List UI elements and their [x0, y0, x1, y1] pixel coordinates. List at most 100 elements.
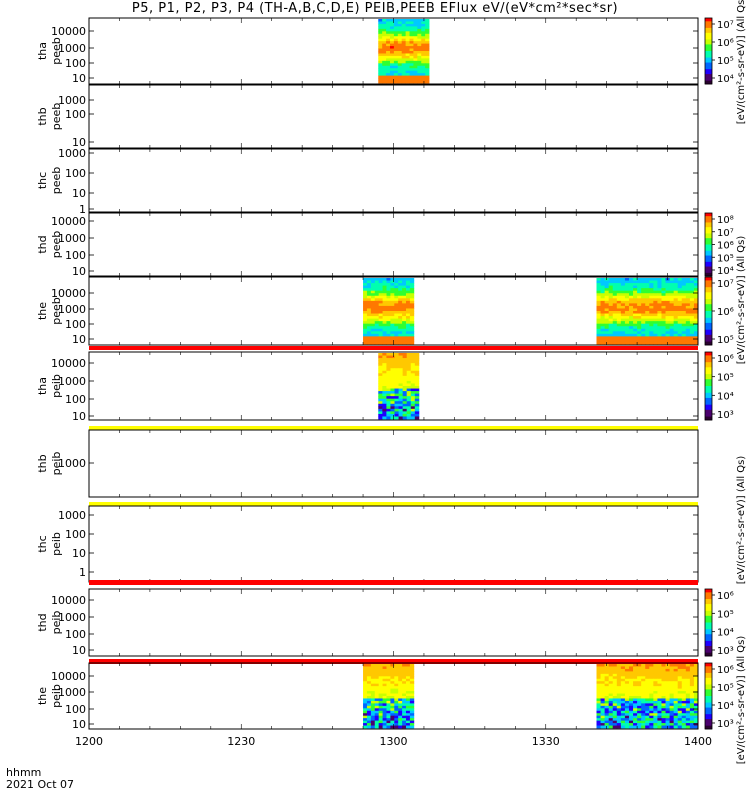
colorbar-frame: [704, 351, 713, 421]
colorbar-unit-label: [eV/(cm²-s-sr-eV)] (All Qs): [736, 0, 747, 124]
y-tick-label: 10: [72, 718, 86, 731]
panel-thc-peib: 1 10 100 1000 thc peib: [36, 502, 699, 583]
colorbar-tick-label: 10⁵: [717, 56, 734, 67]
y-tick-label: 1000: [58, 232, 86, 245]
quality-flag-bar: [89, 580, 698, 585]
panel-frame: [88, 505, 699, 583]
colorbar-tick-label: 10³: [717, 410, 734, 421]
y-tick-label: 10: [72, 547, 86, 560]
y-tick-label: 10000: [51, 215, 86, 228]
spectrogram-block: [378, 19, 430, 84]
y-tick-label: 1000: [58, 303, 86, 316]
panel-thb-peib: 1000 thb peib: [36, 426, 699, 498]
spectrogram-block: [363, 664, 415, 729]
colorbar-tick-label: 10⁸: [717, 215, 734, 226]
y-tick-label: 100: [65, 108, 86, 121]
panel-label-probe: thb: [36, 454, 49, 472]
y-tick-label: 100: [65, 703, 86, 716]
colorbar-unit-label: [eV/(cm²-s-sr-eV)] (All Qs): [736, 456, 747, 585]
quality-flag-bar: [89, 346, 698, 350]
colorbar-tick-label: 10⁶: [717, 241, 734, 252]
y-tick-label: 1: [79, 566, 86, 579]
colorbar-frame: [704, 588, 713, 657]
panel-label-probe: the: [36, 302, 49, 320]
colorbar-tick-label: 10⁵: [717, 335, 734, 346]
y-tick-label: 10: [72, 410, 86, 423]
y-tick-label: 10: [72, 187, 86, 200]
panel-label-probe: thc: [36, 535, 49, 552]
colorbar-tick-label: 10⁵: [717, 373, 734, 384]
panel-thc-peeb: 1 10 100 1000 thc peeb: [36, 147, 699, 216]
colorbar-tick-label: 10⁵: [717, 253, 734, 264]
colorbar-frame: [704, 17, 713, 85]
x-tick-label: 1230: [227, 735, 255, 748]
x-axis-date-label: 2021 Oct 07: [6, 778, 75, 791]
panel-frame: [88, 148, 699, 213]
colorbar-tick-label: 10⁷: [717, 20, 734, 31]
y-tick-label: 1000: [58, 147, 86, 160]
y-tick-label: 1000: [58, 457, 86, 470]
panel-label-probe: thc: [36, 172, 49, 189]
x-tick-label: 1200: [75, 735, 103, 748]
panel-label-instrument: peib: [50, 452, 63, 476]
panel-frame: [88, 429, 699, 498]
panel-label-probe: thd: [36, 235, 49, 253]
spectrogram-block: [378, 353, 420, 420]
y-tick-label: 10: [72, 72, 86, 85]
panel-label-probe: the: [36, 687, 49, 705]
spectrogram-block: [596, 278, 699, 345]
colorbar-unit-label: [eV/(cm²-s-sr-eV)] (All Qs): [736, 236, 747, 365]
panel-label-instrument: peib: [50, 611, 63, 635]
spectrogram-block: [596, 664, 699, 729]
colorbar-tick-label: 10⁴: [717, 74, 734, 85]
x-tick-label: 1330: [532, 735, 560, 748]
panel-frame: [88, 212, 699, 277]
y-tick-label: 10000: [51, 25, 86, 38]
colorbar-tick-label: 10⁴: [717, 628, 734, 639]
y-tick-label: 10: [72, 644, 86, 657]
y-tick-label: 1000: [58, 42, 86, 55]
x-tick-label: 1400: [684, 735, 712, 748]
colorbar-tick-label: 10⁶: [717, 354, 734, 365]
colorbar-tick-label: 10³: [717, 719, 734, 730]
colorbar-tick-label: 10⁴: [717, 266, 734, 277]
panel-label-probe: tha: [36, 42, 49, 60]
panel-frame: [88, 588, 699, 657]
colorbar-tick-label: 10⁶: [717, 38, 734, 49]
y-tick-label: 10000: [51, 670, 86, 683]
x-axis-unit-label: hhmm: [6, 766, 42, 779]
y-tick-label: 100: [65, 167, 86, 180]
y-tick-label: 10: [72, 136, 86, 149]
colorbar-tick-label: 10⁴: [717, 701, 734, 712]
y-tick-label: 10000: [51, 357, 86, 370]
colorbar-frame: [704, 662, 713, 730]
page-title: P5, P1, P2, P3, P4 (TH-A,B,C,D,E) PEIB,P…: [131, 1, 619, 16]
spectrogram-block: [363, 278, 415, 345]
colorbar-tick-label: 10⁶: [717, 591, 734, 602]
y-tick-label: 1000: [58, 686, 86, 699]
colorbar-tick-label: 10⁶: [717, 307, 734, 318]
y-tick-label: 100: [65, 249, 86, 262]
y-tick-label: 1: [79, 203, 86, 216]
colorbar-tick-label: 10⁴: [717, 391, 734, 402]
panel-label-instrument: peib: [50, 374, 63, 398]
y-tick-label: 100: [65, 318, 86, 331]
panel-label-instrument: peib: [50, 532, 63, 556]
y-tick-label: 1000: [58, 94, 86, 107]
y-tick-label: 10000: [51, 594, 86, 607]
panel-label-instrument: peeb: [50, 37, 63, 65]
panel-label-instrument: peeb: [50, 231, 63, 259]
colorbar-tick-label: 10⁶: [717, 665, 734, 676]
x-tick-label: 1300: [380, 735, 408, 748]
panel-label-probe: tha: [36, 377, 49, 395]
y-tick-label: 100: [65, 628, 86, 641]
panel-label-instrument: peeb: [50, 103, 63, 131]
colorbar-tick-label: 10⁷: [717, 279, 734, 290]
